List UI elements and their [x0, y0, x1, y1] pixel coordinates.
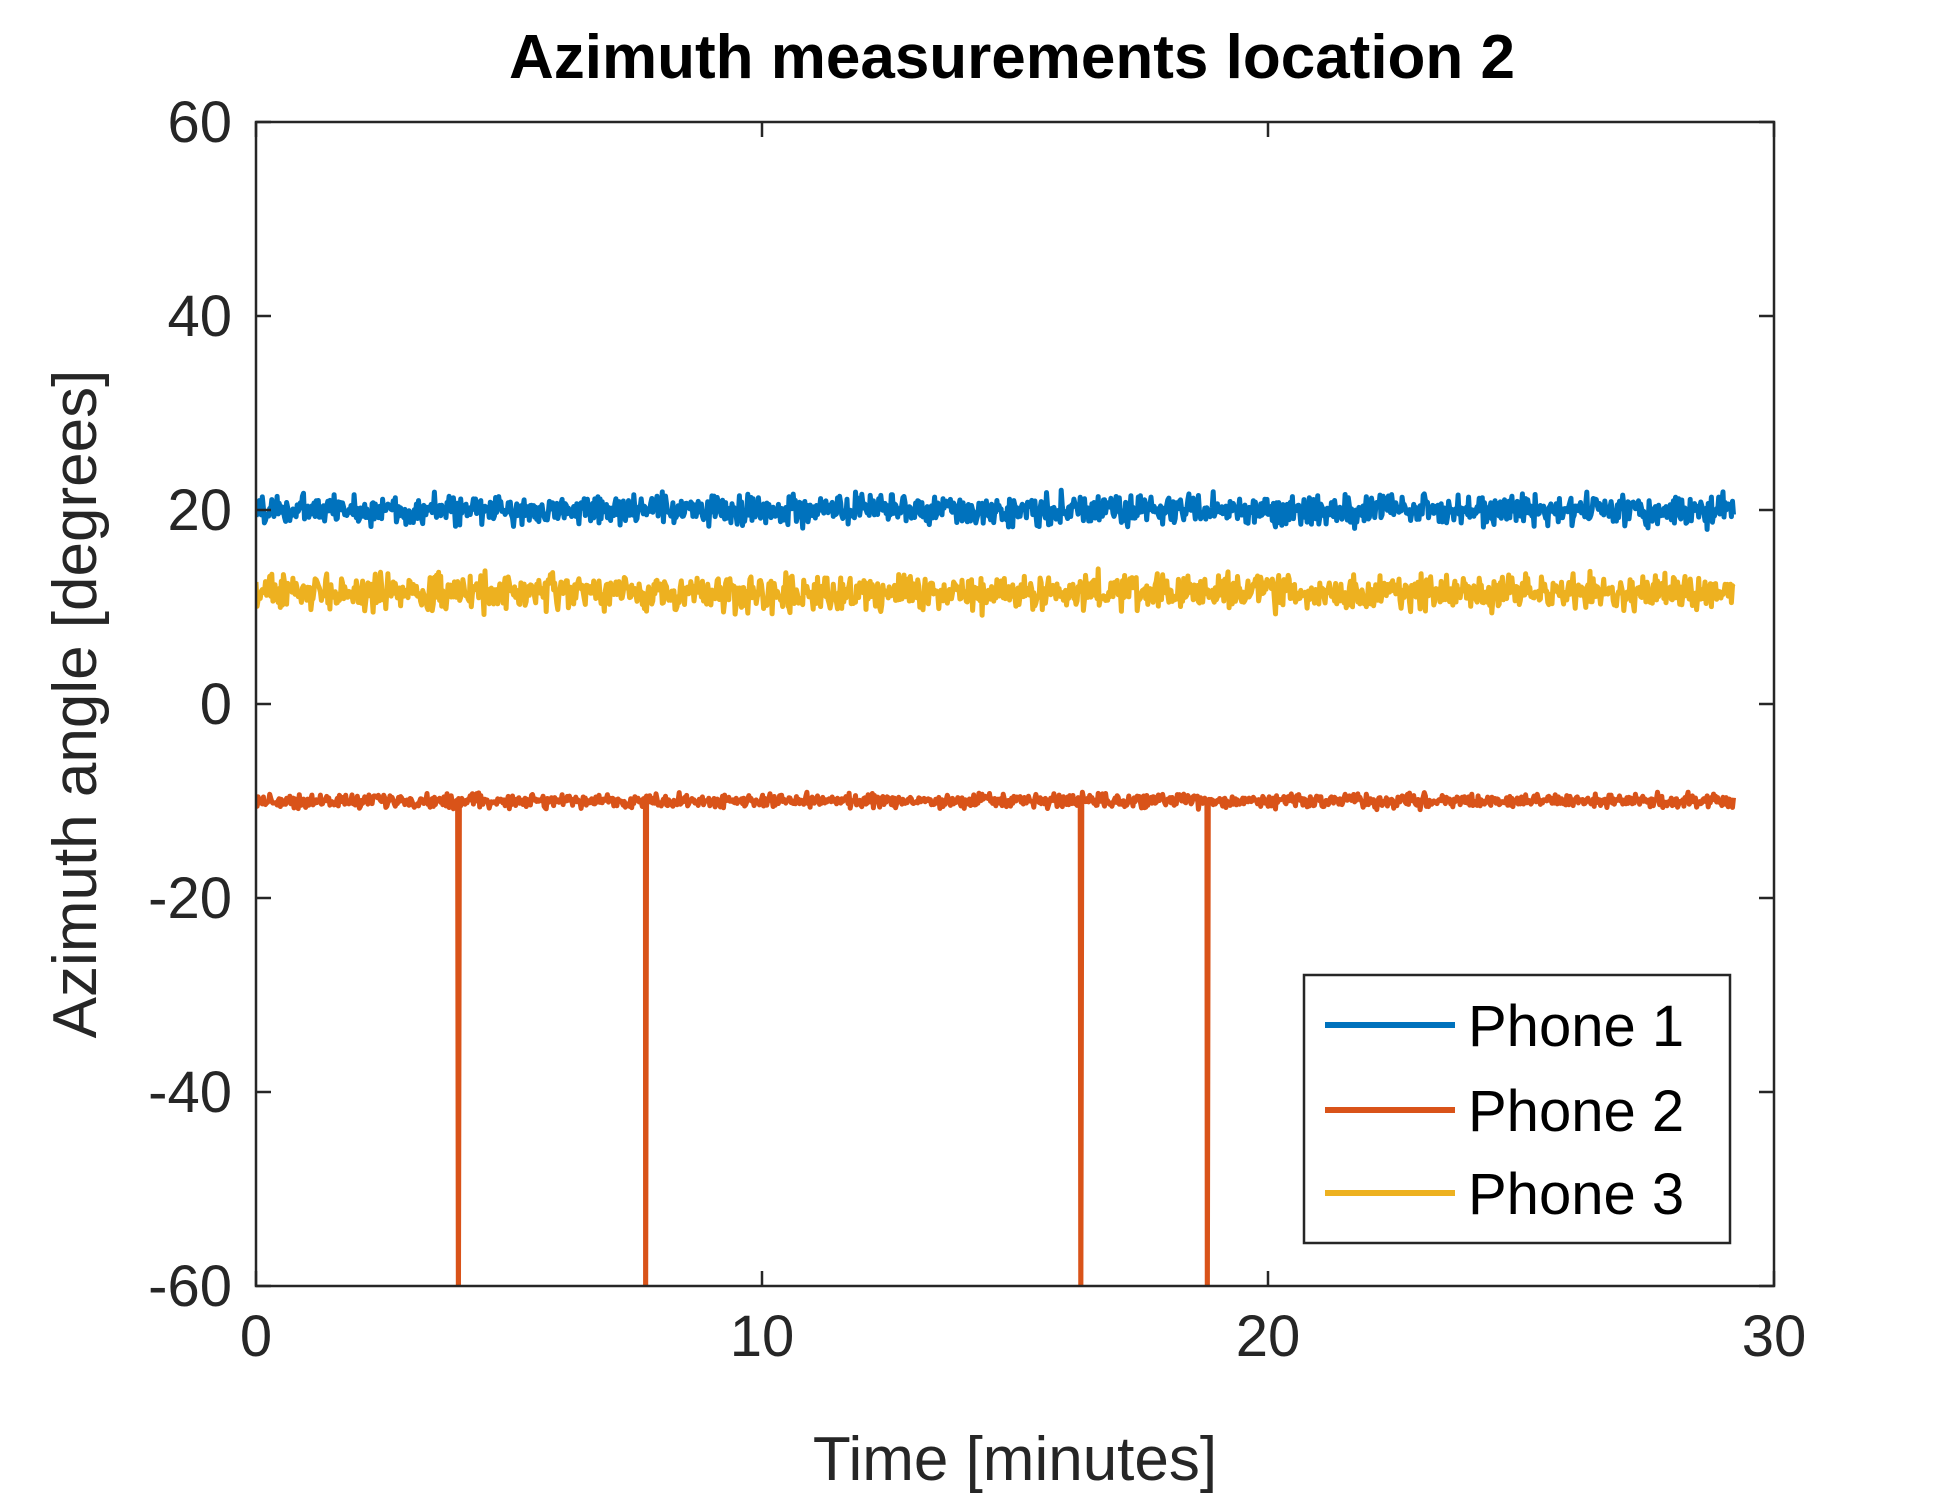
legend: Phone 1 Phone 2 Phone 3 — [1302, 973, 1732, 1245]
series-line-phone-2 — [256, 789, 1736, 1286]
y-tick-label-40: 40 — [167, 284, 232, 349]
y-tick-label-20: 20 — [167, 478, 232, 543]
legend-label-phone-1: Phone 1 — [1468, 994, 1684, 1059]
y-tick-label--40: -40 — [148, 1060, 232, 1125]
legend-label-phone-3: Phone 3 — [1468, 1162, 1684, 1227]
x-axis-label: Time [minutes] — [813, 1425, 1217, 1494]
x-tick-label-10: 10 — [730, 1304, 795, 1369]
legend-label-phone-2: Phone 2 — [1468, 1079, 1684, 1144]
series-line-phone-1 — [256, 487, 1736, 532]
x-tick-label-20: 20 — [1236, 1304, 1301, 1369]
x-tick-label-30: 30 — [1742, 1304, 1807, 1369]
y-tick-label-0: 0 — [200, 672, 232, 737]
series-line-phone-3 — [256, 566, 1736, 618]
ticks-layer — [254, 120, 1776, 1288]
series-layer — [256, 487, 1736, 1286]
chart-title: Azimuth measurements location 2 — [509, 23, 1515, 92]
y-axis-label: Azimuth angle [degrees] — [41, 370, 110, 1039]
y-tick-label-60: 60 — [167, 90, 232, 155]
x-tick-label-0: 0 — [240, 1304, 272, 1369]
y-tick-label--20: -20 — [148, 866, 232, 931]
tick-labels-layer: 0 10 20 30 -60 -40 -20 0 20 40 60 — [148, 90, 1806, 1369]
y-tick-label--60: -60 — [148, 1254, 232, 1319]
